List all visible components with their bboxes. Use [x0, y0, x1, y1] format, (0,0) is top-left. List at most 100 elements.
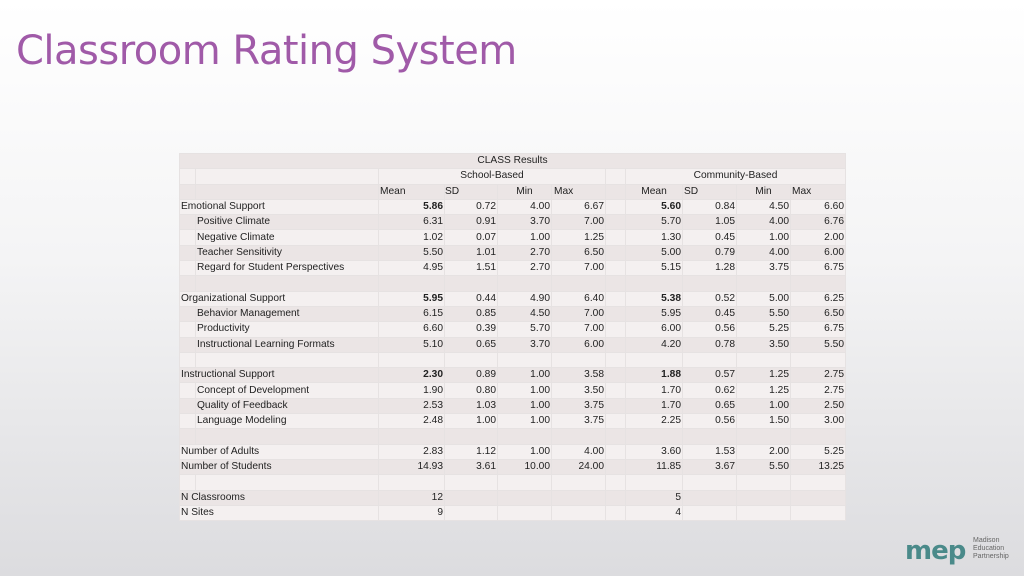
school-value: 0.07	[444, 229, 498, 246]
school-value: 0.80	[444, 382, 498, 399]
community-value: 0.45	[682, 229, 737, 246]
empty-cell	[682, 275, 737, 292]
community-value: 2.75	[790, 367, 846, 384]
school-value: 0.89	[444, 367, 498, 384]
community-value	[790, 504, 846, 522]
school-value	[444, 489, 498, 506]
empty-cell	[625, 351, 683, 369]
community-value: 0.79	[682, 244, 737, 262]
community-value: 5.70	[625, 214, 683, 231]
table-row: Number of Adults 2.83 1.12 1.00 4.00 3.60 1.53…	[179, 443, 846, 460]
empty-cell	[605, 474, 626, 491]
school-value: 0.65	[444, 336, 498, 353]
row-label: Productivity	[195, 321, 379, 338]
community-value: 4.50	[736, 198, 791, 216]
empty-cell	[378, 275, 445, 292]
school-value	[497, 489, 552, 506]
school-value: 6.67	[551, 198, 606, 216]
col-sd-school: SD	[444, 183, 498, 200]
gap-cell	[605, 305, 626, 323]
community-value: 6.25	[790, 290, 846, 307]
table-row: Teacher Sensitivity 5.50 1.01 2.70 6.50 5.00 0…	[179, 244, 846, 262]
community-value: 2.50	[790, 397, 846, 415]
spacer-row	[179, 428, 846, 445]
community-value: 2.00	[736, 443, 791, 460]
spacer-row	[179, 474, 846, 491]
table-row: Quality of Feedback 2.53 1.03 1.00 3.75 1.70 0…	[179, 397, 846, 415]
community-value: 1.00	[736, 397, 791, 415]
community-value	[682, 489, 737, 506]
community-value: 1.25	[736, 382, 791, 399]
col-max-community: Max	[790, 183, 846, 200]
table-row: Behavior Management 6.15 0.85 4.50 7.00 5.95 0…	[179, 305, 846, 323]
gap-cell	[605, 489, 626, 506]
school-value: 2.48	[378, 413, 445, 430]
col-mean-school: Mean	[378, 183, 445, 200]
school-value: 0.91	[444, 214, 498, 231]
community-value: 3.50	[736, 336, 791, 353]
school-value: 0.44	[444, 290, 498, 307]
logo-mark: mep	[905, 536, 966, 566]
community-value: 5.50	[790, 336, 846, 353]
school-value: 3.58	[551, 367, 606, 384]
empty-cell	[179, 351, 196, 369]
community-value: 4	[625, 504, 683, 522]
logo-text: Madison Education Partnership	[973, 537, 1009, 560]
school-based-header: School-Based	[378, 168, 606, 185]
table-header-row: CLASS Results	[179, 152, 846, 170]
gap-cell	[605, 367, 626, 384]
community-value: 3.75	[736, 260, 791, 277]
gap-cell	[605, 397, 626, 415]
table-row: Regard for Student Perspectives 4.95 1.51 2…	[179, 260, 846, 277]
school-value: 2.83	[378, 443, 445, 460]
community-value: 0.62	[682, 382, 737, 399]
table-row: Number of Students 14.93 3.61 10.00 24.00 11.…	[179, 458, 846, 476]
community-value: 1.70	[625, 382, 683, 399]
community-value: 6.75	[790, 321, 846, 338]
empty-cell	[790, 351, 846, 369]
gap-cell	[605, 214, 626, 231]
community-value	[790, 489, 846, 506]
group-header-row: School-Based Community-Based	[179, 168, 846, 185]
col-max-school: Max	[551, 183, 606, 200]
community-value: 5.15	[625, 260, 683, 277]
empty-cell	[497, 351, 552, 369]
table-row: Instructional Learning Formats 5.10 0.65 3.…	[179, 336, 846, 353]
community-value: 1.50	[736, 413, 791, 430]
community-value: 6.50	[790, 305, 846, 323]
school-value: 1.00	[497, 229, 552, 246]
empty-cell	[551, 275, 606, 292]
community-value: 0.52	[682, 290, 737, 307]
community-value: 5.50	[736, 458, 791, 476]
table-row: Language Modeling 2.48 1.00 1.00 3.75 2.25 0.5…	[179, 413, 846, 430]
school-value: 2.30	[378, 367, 445, 384]
community-value: 3.00	[790, 413, 846, 430]
school-value: 7.00	[551, 321, 606, 338]
school-value	[497, 504, 552, 522]
gap-cell	[605, 443, 626, 460]
row-label: Number of Adults	[179, 443, 379, 460]
community-value: 13.25	[790, 458, 846, 476]
school-value: 12	[378, 489, 445, 506]
community-value: 1.25	[736, 367, 791, 384]
table-row: N Classrooms 12 5	[179, 489, 846, 506]
empty-cell	[682, 428, 737, 445]
school-value: 1.90	[378, 382, 445, 399]
empty-cell	[195, 474, 379, 491]
community-value: 5.95	[625, 305, 683, 323]
gap-cell	[605, 290, 626, 307]
indent-cell	[179, 397, 196, 415]
empty-cell	[625, 474, 683, 491]
empty-cell	[551, 474, 606, 491]
school-value: 0.85	[444, 305, 498, 323]
page-title: Classroom Rating System	[16, 28, 517, 74]
empty-cell	[790, 275, 846, 292]
row-label: Regard for Student Perspectives	[195, 260, 379, 277]
col-min-school: Min	[497, 183, 552, 200]
school-value: 6.50	[551, 244, 606, 262]
row-label: N Sites	[179, 504, 379, 522]
school-value: 5.95	[378, 290, 445, 307]
community-value: 5.38	[625, 290, 683, 307]
school-value: 3.75	[551, 413, 606, 430]
community-value: 6.75	[790, 260, 846, 277]
